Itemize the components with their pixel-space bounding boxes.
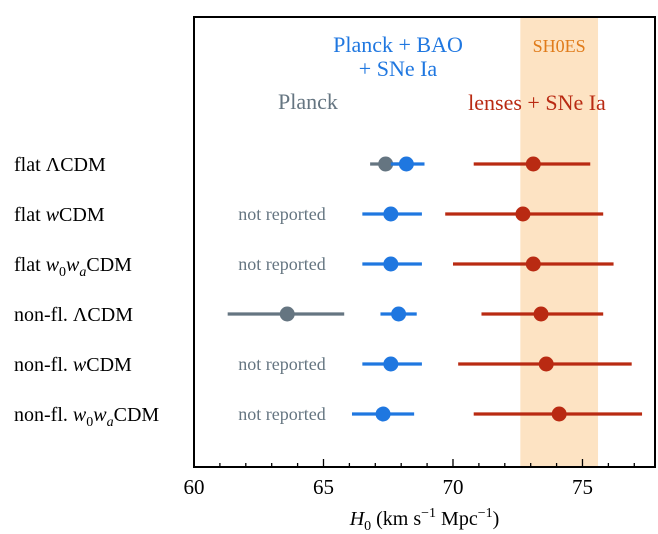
data-point	[279, 306, 295, 322]
not-reported-note: not reported	[238, 354, 325, 374]
series-label-planck-bao-sne: + SNe Ia	[359, 56, 438, 81]
data-point	[375, 406, 391, 422]
data-point	[378, 156, 394, 172]
shoes-band	[520, 17, 599, 467]
not-reported-note: not reported	[238, 204, 325, 224]
category-label: non-fl. wCDM	[14, 354, 132, 376]
data-point	[515, 206, 531, 222]
category-label: non-fl. ΛCDM	[14, 304, 133, 326]
data-point	[383, 206, 399, 222]
data-point	[525, 156, 541, 172]
series-label-planck-bao-sne: Planck + BAO	[333, 32, 463, 57]
data-point	[538, 356, 554, 372]
category-label: non-fl. w0waCDM	[14, 404, 159, 430]
category-label: flat w0waCDM	[14, 254, 132, 280]
x-tick-label: 70	[442, 475, 463, 499]
category-label: flat ΛCDM	[14, 154, 106, 176]
category-label: flat wCDM	[14, 204, 105, 226]
x-axis-label: H0 (km s−1 Mpc−1)	[349, 506, 500, 534]
series-label-lenses-sne: lenses + SNe Ia	[468, 90, 606, 115]
x-tick-label: 75	[572, 475, 593, 499]
data-point	[383, 356, 399, 372]
data-point	[383, 256, 399, 272]
not-reported-note: not reported	[238, 254, 325, 274]
data-point	[398, 156, 414, 172]
x-tick-label: 65	[313, 475, 334, 499]
data-point	[533, 306, 549, 322]
not-reported-note: not reported	[238, 404, 325, 424]
plot-frame	[193, 16, 656, 468]
x-tick-label: 60	[184, 475, 205, 499]
series-label-planck: Planck	[278, 89, 338, 114]
data-point	[525, 256, 541, 272]
data-point	[551, 406, 567, 422]
shoes-band-label: SH0ES	[533, 36, 586, 56]
data-point	[391, 306, 407, 322]
